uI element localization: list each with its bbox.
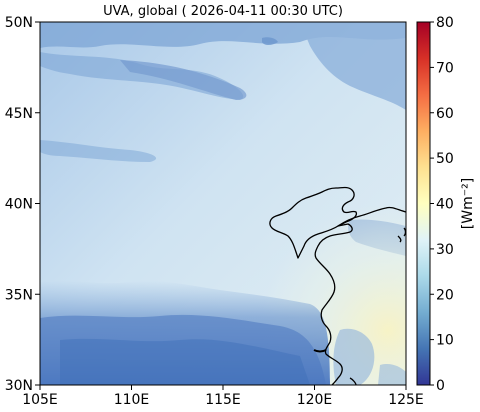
coastline bbox=[269, 186, 406, 385]
lon-tick-label: 125E bbox=[388, 392, 424, 408]
colorbar-ticks bbox=[430, 21, 434, 386]
colorbar-label: [Wm⁻²] bbox=[460, 178, 476, 229]
lat-tick-label: 35N bbox=[5, 287, 33, 303]
lon-tick-label: 115E bbox=[205, 392, 241, 408]
colorbar: 0 10 20 30 40 50 60 70 80 [Wm⁻²] bbox=[416, 15, 476, 394]
lon-tick-label: 110E bbox=[114, 392, 150, 408]
lon-tick-label: 120E bbox=[297, 392, 333, 408]
colorbar-tick-label: 50 bbox=[436, 151, 454, 167]
colorbar-tick-label: 0 bbox=[436, 378, 445, 394]
lat-tick-label: 45N bbox=[5, 106, 33, 122]
lat-tick-label: 50N bbox=[5, 15, 33, 31]
cloud-mass-south bbox=[40, 280, 406, 385]
lat-tick-label: 30N bbox=[5, 378, 33, 394]
map-title: UVA, global ( 2026-04-11 00:30 UTC) bbox=[103, 4, 343, 19]
colorbar-tick-label: 80 bbox=[436, 15, 454, 31]
lon-tick-label: 105E bbox=[22, 392, 58, 408]
colorbar-tick-label: 40 bbox=[436, 197, 454, 213]
colorbar-tick-label: 10 bbox=[436, 333, 454, 349]
colorbar-gradient bbox=[416, 21, 431, 386]
colorbar-tick-label: 30 bbox=[436, 242, 454, 258]
uva-field bbox=[40, 22, 406, 385]
colorbar-tick-label: 20 bbox=[436, 287, 454, 303]
colorbar-tick-label: 70 bbox=[436, 60, 454, 76]
lat-axis: 30N 35N 40N 45N 50N bbox=[5, 15, 40, 394]
colorbar-tick-label: 60 bbox=[436, 106, 454, 122]
lon-axis: 105E 110E 115E 120E 125E bbox=[22, 385, 424, 408]
lat-tick-label: 40N bbox=[5, 197, 33, 213]
